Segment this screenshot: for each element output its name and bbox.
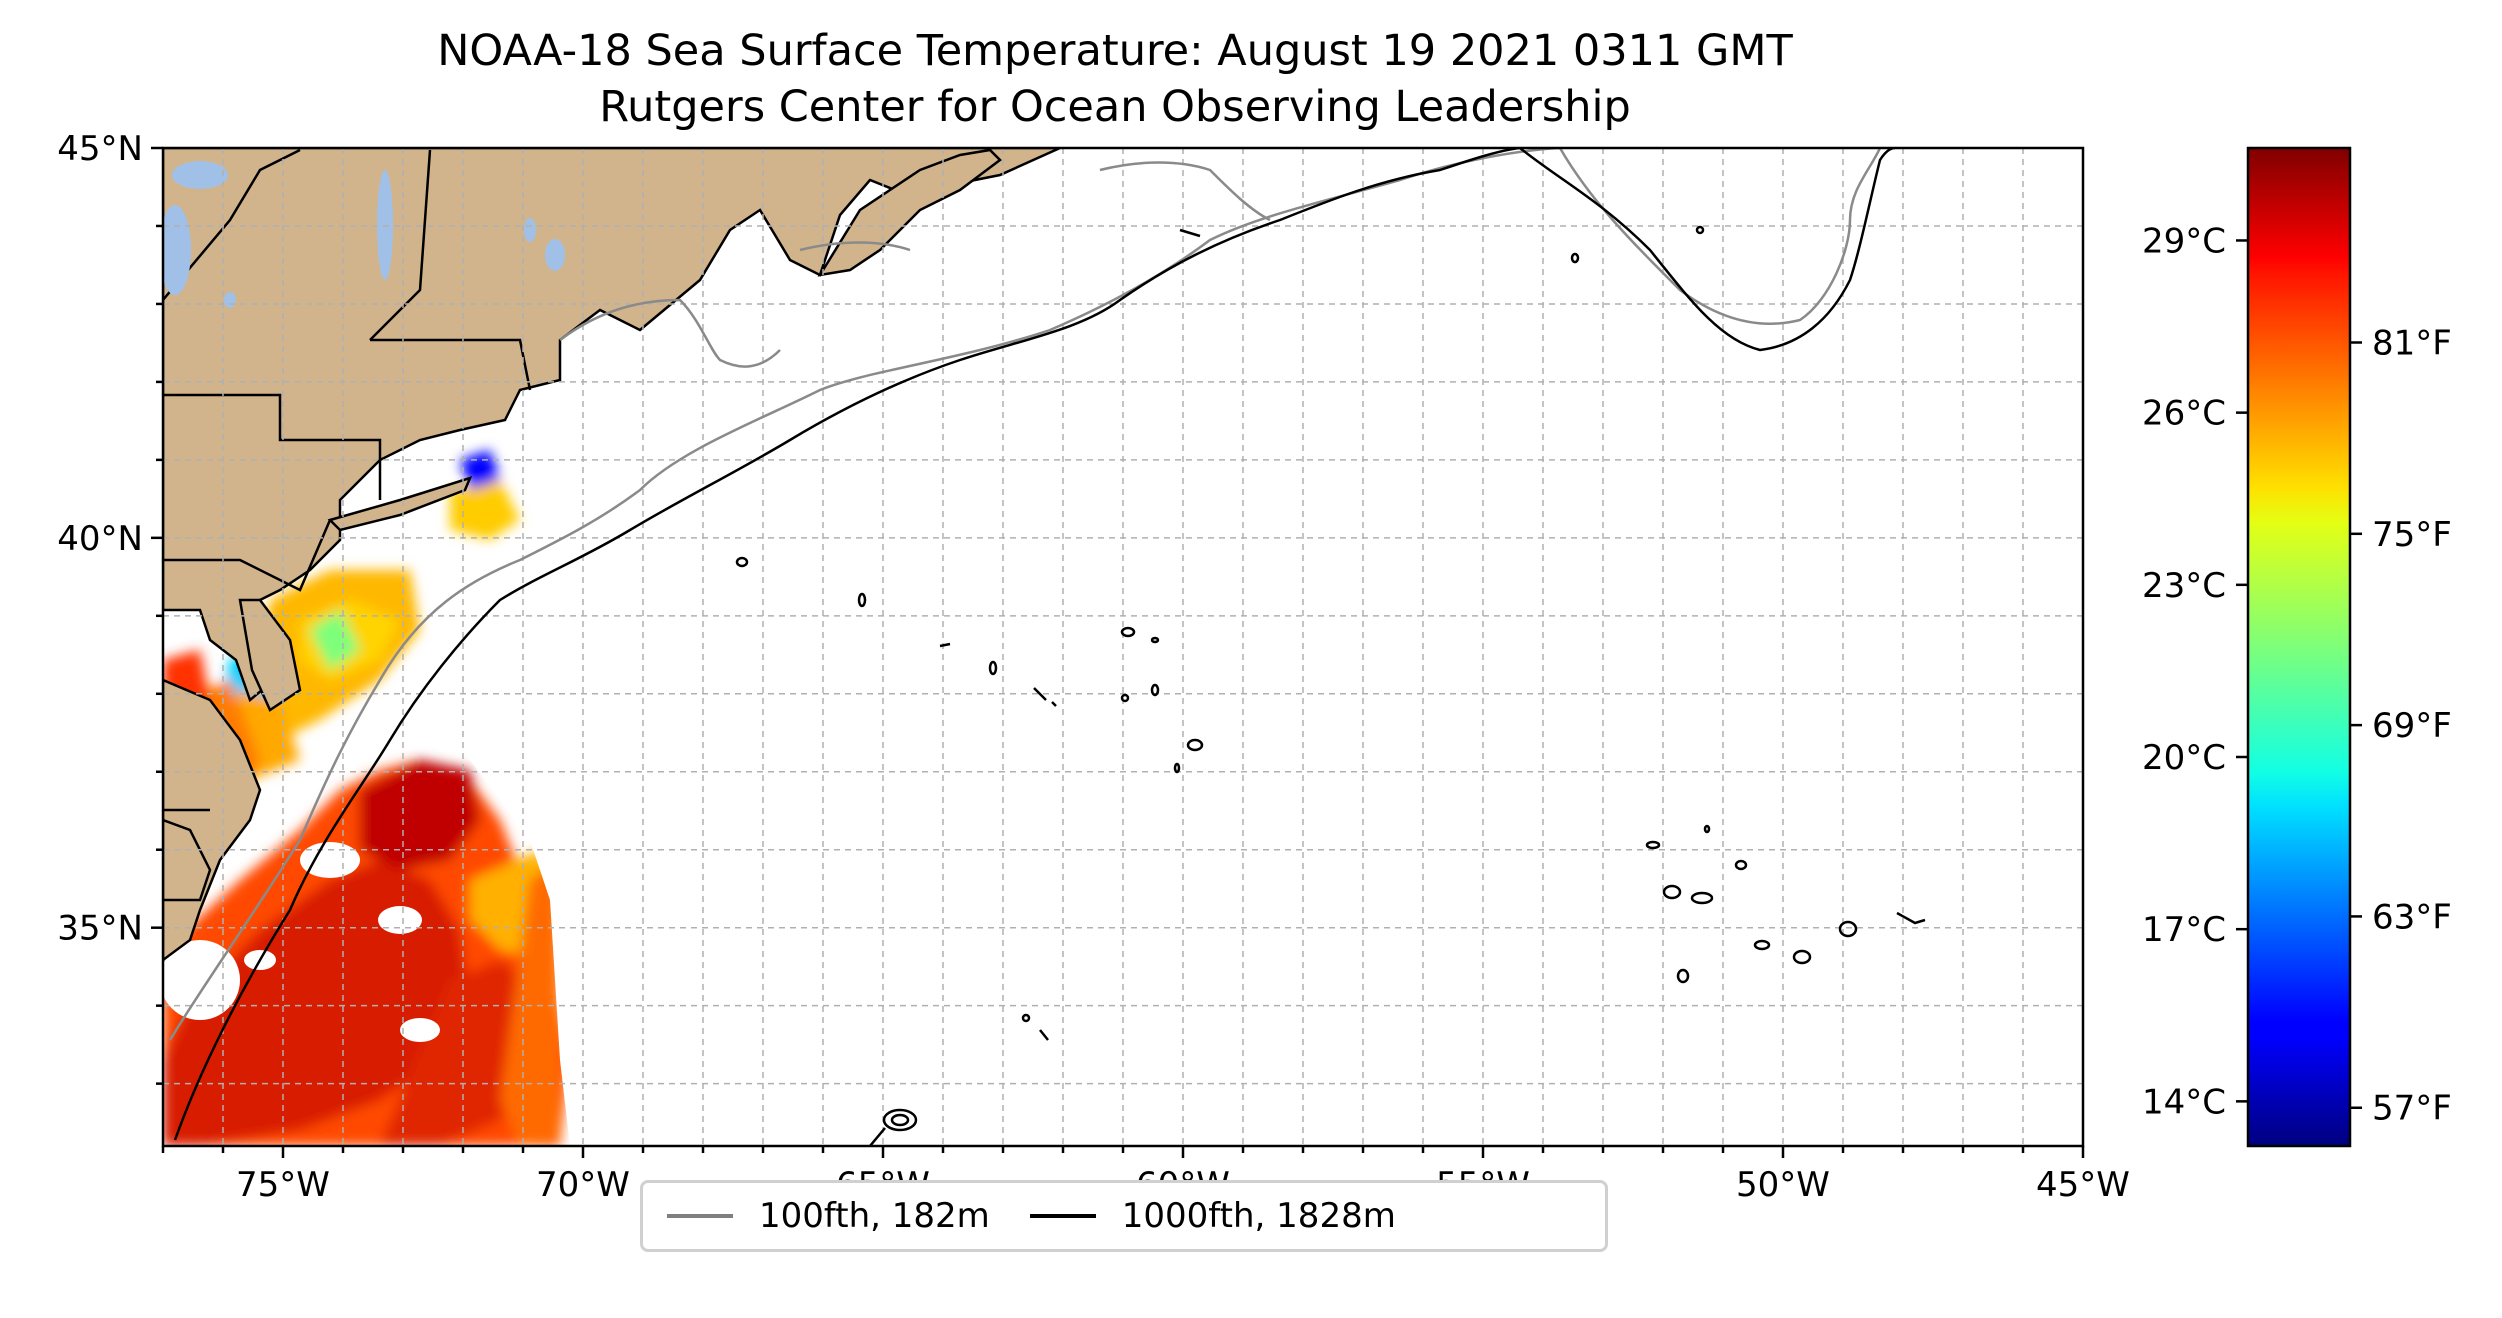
map-subtitle: Rutgers Center for Ocean Observing Leade… [599,82,1631,132]
lon-tick-label: 45°W [2036,1165,2130,1205]
lat-tick-label: 45°N [57,129,143,169]
legend-item-100fth: 100fth, 182m [667,1196,990,1236]
north-america-land [163,148,1061,703]
lat-axis-labels: 35°N 40°N 45°N [57,129,143,949]
lon-tick-label: 75°W [236,1165,330,1205]
colorbar-fahrenheit-label: 63°F [2372,897,2452,937]
contour-100fth [168,148,1882,1041]
colorbar-fahrenheit-label: 75°F [2372,515,2452,555]
colorbar-fahrenheit-label: 81°F [2372,323,2452,363]
state-borders-3 [369,149,432,341]
lake-champlain [377,170,393,280]
map-area [163,148,2083,1146]
lake-1 [163,205,191,295]
sst-cloud-gaps [163,560,1400,1146]
legend-label-1000fth: 1000fth, 1828m [1121,1196,1396,1236]
carolina-coast-land [163,818,212,902]
contour-1000fth [173,148,1896,1141]
state-borders-4 [370,338,532,391]
colorbar-celsius-label: 14°C [2142,1082,2226,1122]
lat-tick-label: 35°N [57,909,143,949]
colorbar-fahrenheit-label: 69°F [2372,706,2452,746]
seamounts [735,225,1926,1146]
gridlines [163,148,2083,1146]
lake-5 [224,292,236,308]
legend: 100fth, 182m 1000fth, 1828m [640,1180,1608,1252]
lake-4 [524,218,536,242]
state-borders-2 [163,148,301,301]
lake-2 [172,161,228,189]
legend-label-100fth: 100fth, 182m [759,1196,990,1236]
lon-tick-label: 50°W [1736,1165,1830,1205]
axis-ticks [151,146,2085,1158]
lon-tick-label: 70°W [536,1165,630,1205]
legend-item-1000fth: 1000fth, 1828m [1029,1196,1396,1236]
colorbar-celsius-label: 29°C [2142,221,2226,261]
long-island-land [327,476,473,532]
colorbar-fahrenheit-label: 57°F [2372,1089,2452,1129]
colorbar-celsius-labels: 29°C 26°C 23°C 20°C 17°C 14°C [2142,221,2248,1122]
delmarva-land [238,598,302,712]
lat-tick-label: 40°N [57,519,143,559]
colorbar-celsius-label: 17°C [2142,910,2226,950]
map-title: NOAA-18 Sea Surface Temperature: August … [437,26,1793,76]
lake-3 [545,239,565,271]
colorbar-fahrenheit-labels: 81°F 75°F 69°F 63°F 57°F [2350,323,2452,1129]
colorbar-celsius-label: 26°C [2142,394,2226,434]
state-borders-5 [163,519,332,592]
legend-swatch-1000fth [1029,1214,1096,1218]
colorbar-celsius-label: 20°C [2142,738,2226,778]
colorbar [2246,146,2352,1148]
state-borders [163,393,382,500]
colorbar-celsius-label: 23°C [2142,566,2226,606]
legend-swatch-100fth [667,1214,733,1218]
